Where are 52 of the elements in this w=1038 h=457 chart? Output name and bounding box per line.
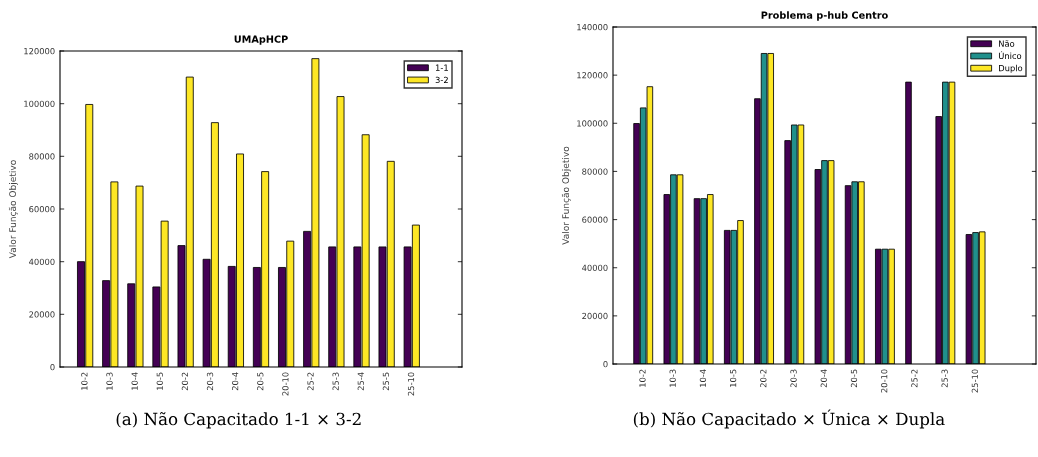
x-tick-label: 20-2 (181, 372, 189, 391)
y-tick-label: 60000 (582, 216, 608, 223)
text: (a) Não Capacitado 1-1 × 3-2 (116, 412, 361, 429)
x-tick-label: 10-2 (81, 372, 88, 390)
x-tick-label: 20-2 (760, 369, 767, 388)
x-tick-label: 20-5 (257, 372, 264, 391)
y-tick-label: 20000 (582, 312, 608, 320)
legend-label: 1-1 (435, 64, 448, 71)
x-tick-label: 25-3 (332, 372, 339, 391)
x-tick-label: 10-3 (669, 369, 676, 387)
legend-label: Não (999, 40, 1015, 47)
x-tick-label: 25-2 (911, 369, 918, 388)
x-tick-label: 20-3 (790, 369, 797, 388)
x-tick-label: 25-4 (357, 372, 364, 391)
y-tick-label: 140000 (577, 23, 608, 31)
chart-title: UMApHCP (234, 35, 288, 45)
y-tick-label: 60000 (29, 205, 55, 213)
y-tick-label: 20000 (29, 311, 55, 318)
legend-label: 3-2 (435, 76, 448, 84)
x-tick-label: 20-4 (231, 372, 239, 391)
x-tick-label: 10-5 (156, 372, 163, 390)
x-tick-label: 10-4 (131, 372, 138, 390)
y-tick-label: 120000 (24, 47, 55, 55)
x-tick-label: 25-10 (407, 372, 415, 396)
x-tick-label: 10-5 (729, 369, 737, 387)
chart-title: Problema p-hub Centro (761, 11, 888, 21)
x-tick-label: 20-10 (881, 369, 888, 393)
y-tick-label: 100000 (24, 100, 55, 107)
legend-label: Duplo (999, 64, 1023, 73)
x-tick-label: 25-5 (382, 372, 390, 391)
x-tick-label: 10-4 (699, 369, 707, 387)
y-tick-label: 0 (603, 360, 608, 368)
y-tick-label: 100000 (577, 120, 608, 127)
x-tick-label: 20-5 (850, 369, 858, 388)
x-tick-label: 20-4 (820, 369, 827, 388)
y-tick-label: 80000 (29, 153, 55, 160)
x-tick-label: 10-3 (106, 372, 113, 390)
x-tick-label: 25-2 (307, 372, 314, 391)
x-tick-label: 25-3 (941, 369, 948, 388)
x-tick-label: 20-3 (206, 372, 214, 391)
x-tick-label: 20-10 (282, 372, 289, 396)
legend-label: Único (998, 51, 1022, 60)
y-tick-label: 40000 (582, 264, 608, 271)
y-axis-title: Valor Função Objetivo (561, 146, 571, 245)
x-tick-label: 10-2 (639, 369, 646, 387)
x-tick-label: 25-10 (971, 369, 978, 393)
y-tick-label: 120000 (577, 72, 608, 79)
y-tick-label: 0 (50, 363, 55, 371)
y-tick-label: 40000 (29, 258, 55, 265)
text: (b) Não Capacitado × Única × Dupla (633, 409, 945, 429)
y-axis-title: Valor Função Objetivo (8, 160, 18, 259)
y-tick-label: 80000 (582, 168, 608, 175)
